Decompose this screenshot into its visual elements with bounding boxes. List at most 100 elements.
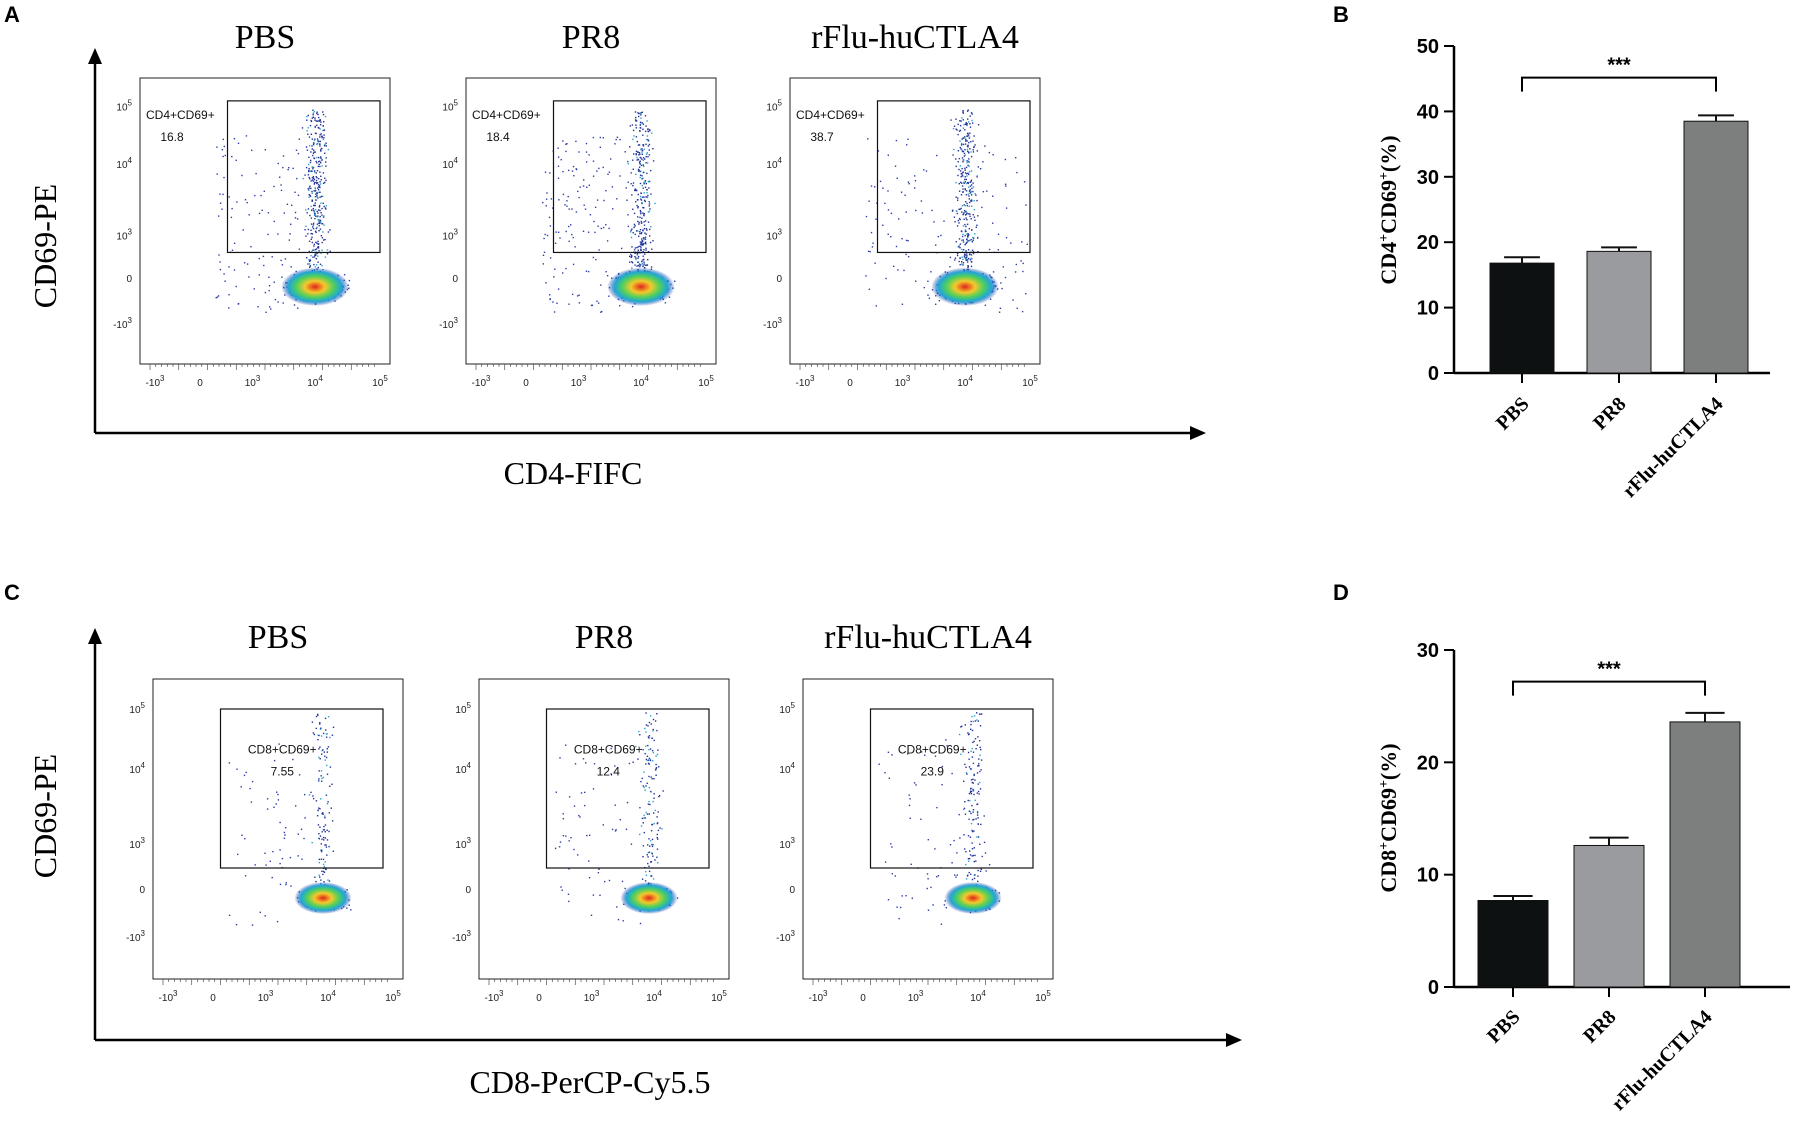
flow-event-dot	[317, 140, 319, 142]
flow-event-dot	[888, 777, 890, 779]
flow-event-dot	[626, 199, 628, 201]
flow-event-dot	[583, 179, 585, 181]
flow-event-dot	[281, 264, 284, 266]
flow-event-dot	[646, 189, 648, 191]
flow-event-dot	[959, 181, 962, 184]
flow-event-dot	[254, 194, 256, 197]
flow-event-dot	[316, 226, 318, 229]
bar-y-tick-label: 50	[1417, 36, 1439, 58]
flow-event-dot	[967, 118, 969, 120]
flow-event-dot	[639, 734, 641, 736]
flow-event-dot	[628, 762, 631, 765]
flow-event-dot	[318, 858, 320, 861]
flow-event-dot	[276, 920, 279, 923]
flow-event-dot	[961, 142, 963, 145]
flow-event-dot	[959, 165, 962, 167]
flow-event-dot	[641, 260, 643, 262]
flow-event-dot	[974, 874, 976, 876]
flow-event-dot	[950, 119, 952, 121]
flow-event-dot	[983, 815, 985, 817]
flow-event-dot	[577, 854, 579, 856]
flow-event-dot	[634, 189, 636, 192]
flow-event-dot	[316, 223, 319, 225]
flow-event-dot	[271, 876, 273, 879]
flow-event-dot	[317, 215, 319, 217]
flow-event-dot	[644, 232, 646, 234]
flow-event-dot	[313, 256, 316, 258]
flow-event-dot	[297, 307, 299, 309]
flow-event-dot	[961, 239, 963, 241]
flow-event-dot	[635, 120, 638, 122]
flow-x-tick-label: 0	[860, 993, 866, 1004]
flow-event-dot	[963, 124, 965, 126]
flow-event-dot	[967, 150, 969, 153]
flow-event-dot	[954, 221, 956, 223]
flow-gate	[226, 100, 381, 254]
flow-event-dot	[216, 173, 218, 175]
flow-x-tick-label: 0	[847, 378, 853, 389]
flow-event-dot	[651, 132, 653, 134]
flow-event-dot	[643, 263, 645, 265]
flow-event-dot	[969, 123, 971, 125]
flow-event-dot	[319, 143, 321, 145]
flow-event-dot	[627, 160, 629, 163]
flow-event-dot	[973, 135, 975, 137]
flow-event-dot	[972, 252, 975, 255]
flow-event-dot	[318, 778, 320, 780]
flow-event-dot	[549, 294, 551, 296]
flow-event-dot	[959, 170, 962, 172]
flow-event-dot	[296, 218, 299, 220]
flow-event-dot	[963, 159, 965, 161]
flow-event-dot	[320, 858, 322, 860]
flow-event-dot	[294, 217, 297, 219]
bar	[1573, 844, 1645, 988]
flow-event-dot	[318, 833, 320, 835]
flow-event-dot	[556, 302, 558, 304]
flow-event-dot	[602, 166, 604, 169]
flow-event-dot	[970, 191, 972, 194]
flow-event-dot	[959, 243, 962, 245]
flow-event-dot	[964, 176, 966, 178]
flow-event-dot	[317, 209, 320, 211]
flow-event-dot	[290, 885, 292, 887]
flow-event-dot	[970, 179, 973, 181]
flow-event-dot	[972, 720, 974, 723]
flow-event-dot	[311, 145, 313, 147]
flow-event-dot	[639, 163, 641, 165]
flow-event-dot	[639, 176, 641, 179]
flow-event-dot	[328, 880, 331, 882]
flow-event-dot	[558, 199, 560, 201]
flow-event-dot	[597, 872, 600, 874]
flow-event-dot	[956, 212, 958, 215]
flow-event-dot	[963, 182, 965, 184]
flow-event-dot	[323, 145, 326, 147]
flow-event-dot	[621, 880, 624, 883]
flow-event-dot	[970, 793, 973, 795]
flow-event-dot	[958, 157, 961, 160]
flow-event-dot	[965, 140, 967, 142]
flow-event-dot	[320, 735, 323, 737]
flow-event-dot	[658, 766, 660, 768]
flow-event-dot	[325, 145, 327, 147]
flow-event-dot	[289, 856, 292, 859]
flow-event-dot	[868, 288, 871, 290]
flow-event-dot	[641, 240, 643, 242]
flow-event-dot	[570, 837, 572, 839]
flow-event-dot	[641, 153, 643, 155]
flow-event-dot	[640, 211, 642, 213]
flow-event-dot	[627, 181, 629, 183]
flow-event-dot	[984, 852, 987, 854]
flow-event-dot	[973, 877, 976, 880]
flow-event-dot	[652, 240, 654, 242]
flow-event-dot	[645, 874, 648, 876]
flow-event-dot	[1025, 204, 1027, 206]
flow-event-dot	[965, 190, 968, 192]
flow-event-dot	[961, 150, 964, 153]
flow-event-dot	[630, 172, 632, 174]
flow-event-dot	[318, 748, 320, 750]
flow-event-dot	[280, 189, 283, 192]
flow-event-dot	[870, 231, 873, 234]
flow-density-core	[944, 882, 1002, 914]
flow-event-dot	[649, 748, 652, 750]
